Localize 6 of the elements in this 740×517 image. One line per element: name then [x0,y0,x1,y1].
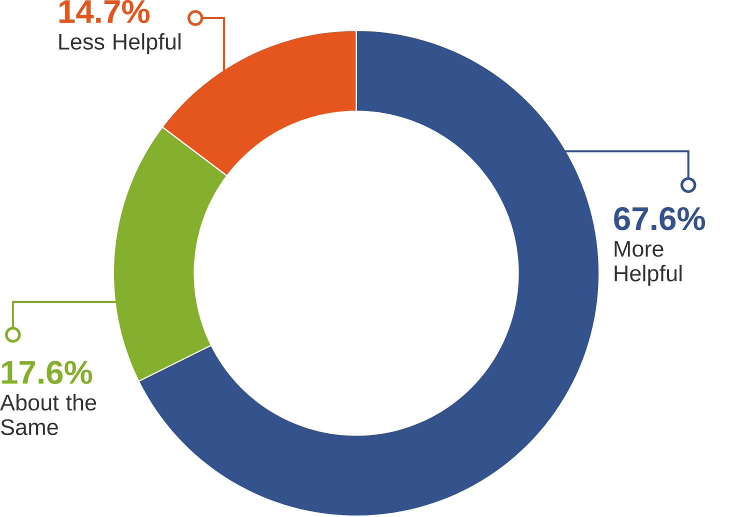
slice-label: About the Same [0,394,96,436]
data-label: 67.6% [614,207,706,230]
data-label: 17.6% [2,360,92,384]
slice-label: More Helpful [614,241,682,286]
legend-label: Less Helpful [59,33,180,54]
data-label: 14.7% [59,0,150,24]
